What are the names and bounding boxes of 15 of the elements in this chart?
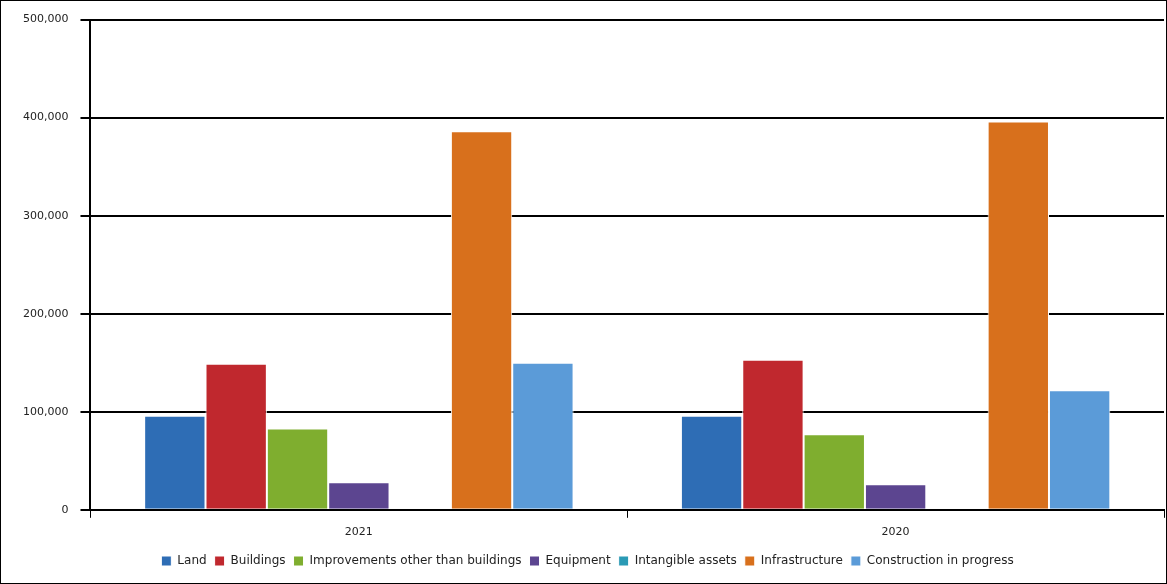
y-tick-label: 0: [61, 502, 69, 516]
legend-label: Construction in progress: [866, 553, 1014, 568]
x-tick-label: 2020: [881, 525, 910, 539]
legend-label: Land: [177, 553, 207, 568]
y-tick-label: 300,000: [22, 208, 69, 222]
y-tick-label: 500,000: [22, 12, 69, 26]
legend-label: Buildings: [230, 553, 286, 568]
legend-label: Equipment: [545, 553, 611, 568]
y-tick-label: 100,000: [22, 404, 69, 418]
y-tick-label: 200,000: [22, 306, 69, 320]
y-tick-label: 400,000: [22, 110, 69, 124]
legend-label: Infrastructure: [760, 553, 843, 568]
legend-label: Improvements other than buildings: [309, 553, 522, 568]
x-tick-label: 2021: [344, 525, 373, 539]
legend-label: Intangible assets: [634, 553, 737, 568]
